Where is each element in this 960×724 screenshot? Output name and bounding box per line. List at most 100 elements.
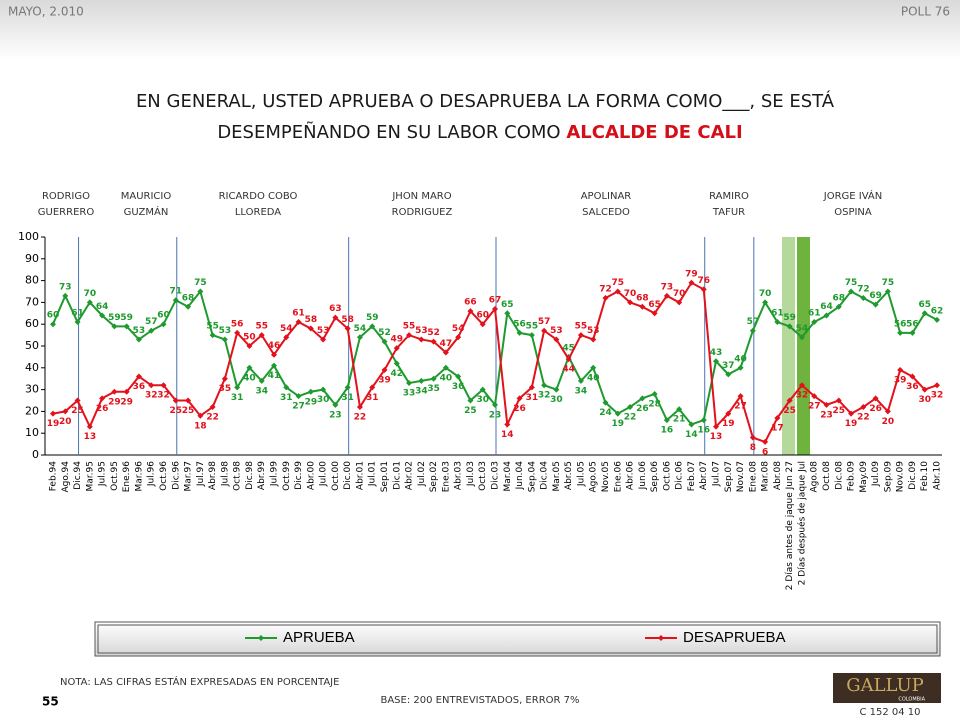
- point: [74, 397, 81, 404]
- x-tick-label: Dic.94: [73, 461, 83, 490]
- data-label: 59: [366, 313, 379, 323]
- y-tick-label: 30: [25, 383, 39, 396]
- point: [663, 417, 670, 424]
- point: [528, 384, 535, 391]
- point: [442, 364, 449, 371]
- point: [172, 297, 179, 304]
- period-label: TAFUR: [712, 207, 745, 218]
- data-label: 75: [882, 278, 895, 288]
- x-tick-label: Jul.95: [98, 461, 108, 487]
- point: [160, 382, 167, 389]
- x-tick-label: Jul.98: [220, 461, 230, 487]
- point: [774, 319, 781, 326]
- x-tick-label: Mar.08: [761, 461, 771, 492]
- point: [234, 384, 241, 391]
- data-label: 70: [673, 289, 686, 299]
- data-label: 54: [452, 324, 465, 334]
- x-tick-label: Ene.96: [122, 461, 132, 493]
- point: [332, 401, 339, 408]
- data-label: 19: [722, 419, 735, 429]
- data-label: 50: [243, 333, 256, 343]
- point: [627, 299, 634, 306]
- data-label: 47: [440, 339, 453, 349]
- data-label: 40: [440, 373, 453, 383]
- point: [455, 334, 462, 341]
- data-label: 25: [464, 406, 477, 416]
- x-tick-label: Abr.07: [699, 461, 709, 490]
- point: [614, 410, 621, 417]
- point: [393, 360, 400, 367]
- point: [921, 310, 928, 317]
- point: [111, 323, 118, 330]
- data-label: 8: [750, 443, 756, 453]
- data-label: 30: [550, 395, 563, 405]
- point: [418, 377, 425, 384]
- data-label: 31: [366, 393, 379, 403]
- data-label: 31: [231, 393, 244, 403]
- point: [467, 308, 474, 315]
- page-number: 55: [42, 695, 59, 709]
- point: [135, 336, 142, 343]
- title-line: EN GENERAL, USTED APRUEBA O DESAPRUEBA L…: [136, 90, 835, 112]
- x-tick-label: Abr.00: [306, 461, 316, 490]
- data-label: 64: [820, 302, 833, 312]
- data-label: 40: [243, 373, 256, 383]
- data-label: 53: [550, 326, 563, 336]
- period-label: APOLINAR: [581, 191, 632, 202]
- period-label: LLOREDA: [235, 207, 281, 218]
- code: C 152 04 10: [859, 707, 920, 718]
- point: [320, 386, 327, 393]
- data-label: 27: [808, 402, 821, 412]
- point: [74, 319, 81, 326]
- point: [320, 336, 327, 343]
- data-label: 30: [317, 395, 330, 405]
- point: [221, 375, 228, 382]
- data-label: 23: [489, 410, 502, 420]
- x-tick-label: Jul.02: [417, 461, 427, 487]
- data-label: 73: [661, 282, 674, 292]
- x-tick-label: Jun.04: [515, 461, 525, 491]
- data-label: 42: [391, 369, 404, 379]
- x-tick-label: Nov.09: [896, 461, 906, 492]
- data-label: 75: [612, 278, 625, 288]
- point: [663, 292, 670, 299]
- data-label: 30: [918, 395, 931, 405]
- x-tick-label: Abr.99: [257, 461, 267, 490]
- point: [688, 279, 695, 286]
- data-label: 71: [170, 287, 183, 297]
- point: [246, 343, 253, 349]
- x-tick-label: Abr.03: [454, 461, 464, 490]
- point: [62, 408, 69, 415]
- data-label: 37: [722, 361, 735, 371]
- point: [295, 393, 302, 400]
- x-tick-label: Dic.04: [540, 461, 550, 490]
- period-label: JORGE IVÁN: [823, 189, 883, 202]
- point: [430, 338, 437, 345]
- data-label: 21: [673, 415, 686, 425]
- data-label: 39: [894, 375, 907, 385]
- data-label: 25: [170, 406, 183, 416]
- point: [209, 332, 216, 339]
- point: [258, 332, 265, 339]
- data-label: 76: [697, 276, 710, 286]
- point: [811, 319, 818, 326]
- data-label: 35: [219, 384, 232, 394]
- point: [934, 382, 940, 389]
- data-label: 52: [427, 328, 440, 338]
- x-tick-label: Sep.04: [527, 461, 537, 493]
- x-tick-label: Jul.96: [147, 461, 157, 487]
- point: [897, 329, 904, 336]
- point: [50, 321, 56, 328]
- data-label: 25: [833, 406, 846, 416]
- point: [553, 336, 560, 343]
- data-label: 27: [292, 402, 305, 412]
- y-tick-label: 90: [25, 252, 39, 265]
- point: [700, 286, 707, 293]
- point: [332, 314, 339, 321]
- x-tick-label: Jul.00: [319, 461, 329, 487]
- period-label: JHON MARO: [391, 191, 451, 202]
- x-tick-label: Dic.08: [834, 461, 844, 490]
- point: [148, 382, 155, 389]
- data-label: 68: [182, 293, 195, 303]
